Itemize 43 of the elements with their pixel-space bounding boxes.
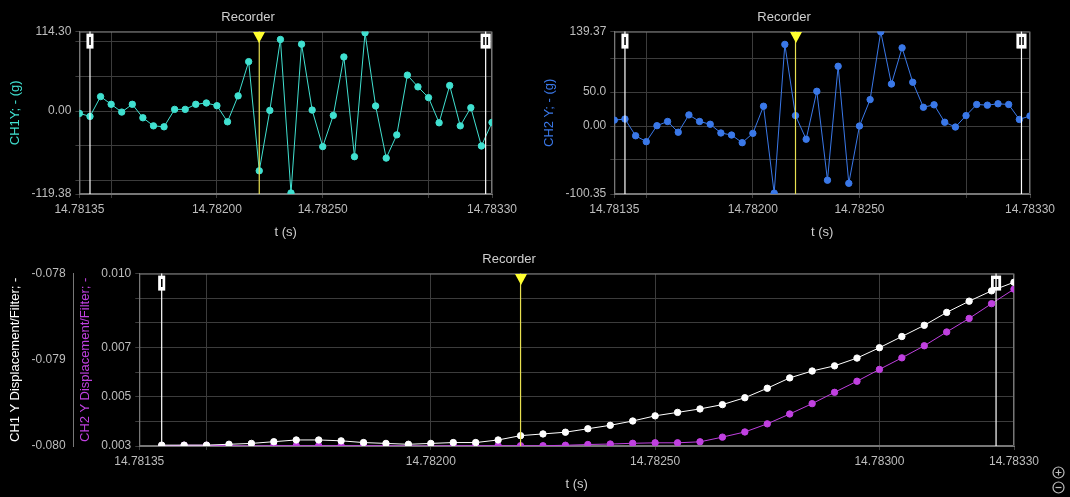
ref-line-label: I: [88, 34, 92, 47]
ref-line-label: II: [1018, 34, 1025, 47]
x-tick-label: 14.78300: [854, 453, 905, 468]
x-tick-label: 14.78135: [114, 453, 165, 468]
x-tick-label: 14.78330: [1004, 201, 1056, 216]
y2-tick-label: 0.005: [101, 389, 132, 404]
x-axis-title: t (s): [274, 223, 297, 239]
x-tick-label: 14.78135: [54, 201, 105, 216]
x-axis-title: t (s): [565, 475, 588, 491]
ref-line-label: II: [992, 276, 1000, 289]
ref-line-label: I: [160, 276, 164, 289]
y2-tick-label: 0.010: [101, 265, 132, 280]
ref-line-label: I: [623, 34, 627, 47]
y-tick-label: -100.35: [565, 186, 607, 201]
x-tick-label: 14.78330: [988, 453, 1040, 468]
y-tick-label: 114.30: [35, 23, 72, 38]
chart-title: Recorder: [221, 9, 276, 25]
y-tick-label: 0.00: [582, 118, 607, 133]
chart-title: Recorder: [482, 251, 537, 267]
y-tick-label: -0.080: [31, 438, 66, 453]
y-tick-label: 139.37: [569, 23, 607, 38]
x-tick-label: 14.78200: [191, 201, 243, 216]
x-tick-label: 14.78135: [589, 201, 640, 216]
chart-title: Recorder: [757, 9, 812, 25]
y2-tick-label: 0.007: [101, 339, 132, 354]
y-axis-title: CH1Y; - (g): [7, 80, 23, 146]
y-tick-label: 50.0: [582, 84, 607, 99]
y-axis-title: CH1 Y Displacement/Filter; -: [7, 277, 23, 442]
y-tick-label: -119.38: [31, 186, 72, 201]
y2-tick-label: 0.003: [101, 438, 132, 453]
ref-line-label: II: [482, 34, 489, 47]
x-tick-label: 14.78250: [297, 201, 349, 216]
y-tick-label: 0.00: [48, 103, 72, 118]
y-tick-label: -0.078: [31, 265, 66, 280]
x-tick-label: 14.78200: [727, 201, 779, 216]
x-axis-title: t (s): [810, 223, 834, 239]
x-tick-label: 14.78200: [405, 453, 457, 468]
x-tick-label: 14.78250: [630, 453, 681, 468]
x-tick-label: 14.78330: [466, 201, 518, 216]
y-tick-label: -0.079: [31, 352, 66, 367]
y-axis-title: CH2 Y; - (g): [541, 78, 557, 147]
x-tick-label: 14.78250: [834, 201, 885, 216]
y2-axis-title: CH2 Y Displacement/Filter; -: [77, 277, 92, 442]
